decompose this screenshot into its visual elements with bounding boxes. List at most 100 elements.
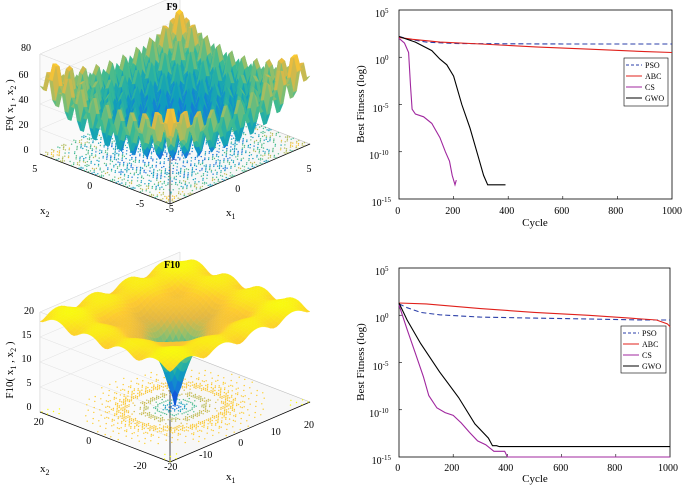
contour-dot — [213, 182, 215, 184]
contour-dot — [145, 402, 148, 405]
contour-dot — [214, 146, 217, 149]
contour-dot — [139, 153, 141, 155]
contour-dot — [166, 408, 168, 411]
contour-dot — [99, 425, 101, 427]
contour-dot — [126, 400, 129, 402]
contour-dot — [107, 417, 110, 419]
contour-dot — [266, 148, 268, 151]
contour-dot — [206, 388, 209, 391]
contour-dot — [104, 433, 106, 436]
contour-dot — [128, 162, 131, 164]
contour-dot — [160, 414, 162, 417]
contour-dot — [141, 423, 144, 426]
contour-dot — [184, 182, 187, 184]
contour-dot — [115, 413, 118, 416]
contour-dot — [133, 172, 136, 174]
contour-dot — [198, 395, 200, 397]
contour-dot — [94, 154, 97, 156]
contour-dot — [118, 150, 120, 152]
contour-dot — [220, 406, 222, 409]
contour-dot — [199, 188, 201, 190]
contour-dot — [206, 411, 208, 413]
contour-dot — [217, 417, 219, 419]
contour-dot — [226, 399, 229, 402]
contour-dot — [72, 163, 75, 166]
contour-dot — [152, 389, 155, 391]
contour-dot — [183, 407, 186, 409]
contour-dot — [206, 427, 209, 430]
contour-dot — [100, 151, 103, 154]
contour-dot — [231, 154, 233, 157]
contour-dot — [136, 180, 139, 182]
contour-dot — [156, 395, 158, 397]
contour-dot — [297, 144, 300, 146]
contour-dot — [56, 151, 59, 153]
contour-dot — [169, 178, 172, 180]
contour-dot — [120, 389, 122, 391]
contour-dot — [110, 155, 112, 157]
contour-dot — [295, 401, 298, 404]
contour-dot — [139, 168, 142, 170]
contour-dot — [189, 427, 192, 430]
contour-dot — [207, 158, 210, 161]
contour-dot — [157, 442, 159, 445]
contour-dot — [217, 420, 219, 422]
contour-dot — [145, 172, 147, 174]
contour-dot — [225, 397, 227, 399]
contour-dot — [173, 197, 176, 200]
contour-dot — [223, 388, 226, 391]
contour-dot — [152, 434, 154, 436]
contour-dot — [183, 430, 186, 432]
contour-dot — [111, 141, 113, 143]
contour-dot — [116, 152, 118, 155]
contour-dot — [206, 409, 209, 412]
contour-dot — [194, 178, 197, 180]
contour-dot — [163, 161, 165, 163]
contour-dot — [76, 163, 79, 166]
contour-dot — [170, 428, 172, 430]
contour-dot — [189, 382, 192, 384]
contour-dot — [191, 147, 194, 150]
contour-dot — [227, 390, 230, 392]
contour-dot — [265, 138, 267, 141]
contour-dot — [224, 400, 227, 402]
contour-dot — [194, 400, 196, 402]
contour-dot — [147, 408, 149, 410]
contour-dot — [212, 392, 214, 394]
contour-dot — [254, 411, 256, 414]
contour-dot — [187, 384, 190, 387]
contour-dot — [106, 411, 108, 414]
contour-dot — [243, 169, 245, 171]
contour-dot — [188, 415, 191, 418]
contour-dot — [204, 389, 207, 391]
contour-dot — [148, 415, 150, 417]
contour-dot — [204, 409, 207, 411]
contour-dot — [127, 390, 130, 393]
contour-dot — [150, 417, 152, 419]
contour-dot — [130, 400, 133, 402]
contour-dot — [106, 153, 108, 156]
contour-dot — [212, 153, 214, 156]
contour-dot — [44, 154, 47, 157]
contour-dot — [150, 193, 153, 196]
contour-dot — [117, 158, 120, 160]
contour-dot — [134, 158, 137, 160]
contour-dot — [192, 178, 195, 181]
contour-dot — [196, 183, 198, 185]
contour-dot — [126, 186, 129, 188]
contour-dot — [228, 418, 231, 420]
contour-dot — [122, 148, 124, 151]
contour-dot — [137, 392, 139, 395]
contour-dot — [187, 410, 189, 412]
contour-dot — [159, 161, 162, 163]
contour-dot — [150, 157, 152, 160]
contour-dot — [88, 138, 91, 141]
contour-dot — [122, 406, 124, 409]
contour-dot — [123, 178, 125, 180]
contour-dot — [106, 171, 109, 174]
contour-dot — [153, 426, 155, 429]
contour-dot — [61, 161, 64, 163]
contour-dot — [199, 186, 202, 188]
contour-dot — [61, 144, 63, 147]
contour-dot — [191, 168, 194, 171]
